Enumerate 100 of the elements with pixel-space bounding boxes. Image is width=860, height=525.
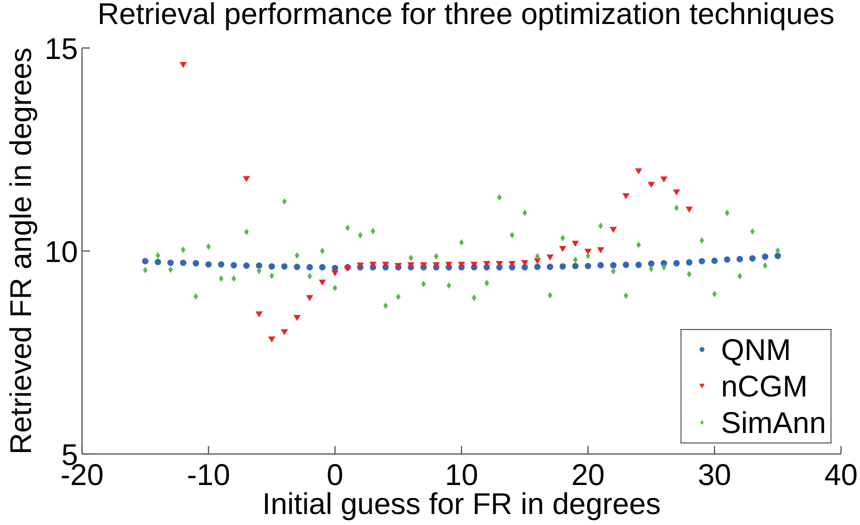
point	[546, 254, 554, 260]
point	[749, 255, 756, 262]
point	[243, 262, 250, 269]
point	[244, 228, 249, 236]
point	[218, 275, 224, 282]
point	[294, 264, 300, 270]
point	[521, 260, 528, 266]
point	[421, 280, 426, 288]
point	[624, 292, 628, 299]
point	[510, 232, 514, 238]
point	[775, 247, 780, 254]
point	[268, 336, 276, 343]
point	[560, 263, 566, 270]
point	[445, 262, 452, 268]
x-tick-label: 40	[824, 459, 858, 492]
point	[230, 262, 237, 268]
point	[168, 266, 173, 273]
point	[648, 260, 654, 267]
point	[269, 272, 274, 280]
point	[232, 275, 236, 282]
point	[205, 261, 212, 268]
y-tick-label: 10	[44, 236, 78, 269]
point	[648, 182, 655, 188]
point	[318, 280, 326, 286]
point	[282, 198, 287, 205]
y-tick-label: 15	[44, 33, 78, 66]
point	[560, 234, 565, 242]
point	[154, 258, 162, 266]
point	[572, 240, 579, 247]
point	[484, 280, 490, 286]
point	[724, 256, 730, 263]
point	[206, 243, 211, 250]
point	[736, 256, 743, 262]
point	[281, 263, 288, 270]
point	[142, 266, 148, 274]
point	[383, 302, 388, 310]
point	[573, 256, 578, 264]
point	[559, 246, 566, 252]
point	[762, 253, 768, 260]
point	[370, 228, 376, 234]
point	[686, 259, 692, 266]
point	[750, 228, 755, 235]
legend-label: SimAnn	[721, 407, 826, 440]
point	[724, 210, 730, 216]
point	[382, 262, 390, 268]
point	[293, 314, 301, 321]
point	[472, 294, 476, 301]
point	[332, 284, 338, 292]
point	[496, 260, 504, 267]
point	[597, 247, 604, 254]
point	[483, 260, 490, 267]
point	[762, 262, 768, 269]
point	[142, 258, 148, 264]
point	[572, 262, 579, 270]
point	[774, 252, 781, 260]
point	[636, 242, 641, 248]
point	[358, 232, 363, 238]
point	[700, 237, 704, 244]
point	[396, 294, 401, 300]
point	[280, 329, 288, 336]
point	[534, 264, 541, 270]
point	[611, 268, 616, 275]
point	[218, 261, 224, 268]
point	[738, 272, 742, 280]
point	[345, 224, 350, 232]
legend-label: nCGM	[721, 370, 808, 404]
chart-title: Retrieval performance for three optimization techniques	[97, 0, 835, 31]
point	[319, 264, 326, 270]
point	[194, 293, 198, 300]
point	[522, 210, 528, 216]
point	[597, 262, 604, 268]
point	[586, 252, 590, 260]
point	[192, 260, 200, 266]
point	[408, 254, 414, 262]
point	[635, 168, 642, 174]
point	[660, 176, 668, 183]
point	[635, 262, 642, 268]
point	[459, 239, 464, 246]
point	[256, 311, 263, 318]
point	[686, 206, 693, 213]
point	[546, 264, 554, 270]
point	[648, 266, 654, 272]
point	[446, 282, 452, 289]
point	[458, 262, 466, 268]
point	[167, 260, 174, 266]
x-tick-label: -10	[186, 459, 230, 492]
point	[712, 290, 717, 298]
point	[622, 193, 630, 200]
point	[256, 268, 262, 274]
point	[598, 222, 603, 230]
point	[534, 258, 541, 264]
point	[673, 260, 680, 266]
point	[156, 252, 160, 259]
y-axis-title: Retrieved FR angle in degrees	[5, 48, 38, 454]
point	[497, 194, 502, 201]
point	[622, 262, 630, 268]
x-tick-label: 30	[698, 459, 732, 492]
point	[672, 190, 680, 196]
point	[698, 258, 706, 264]
point	[711, 258, 718, 264]
